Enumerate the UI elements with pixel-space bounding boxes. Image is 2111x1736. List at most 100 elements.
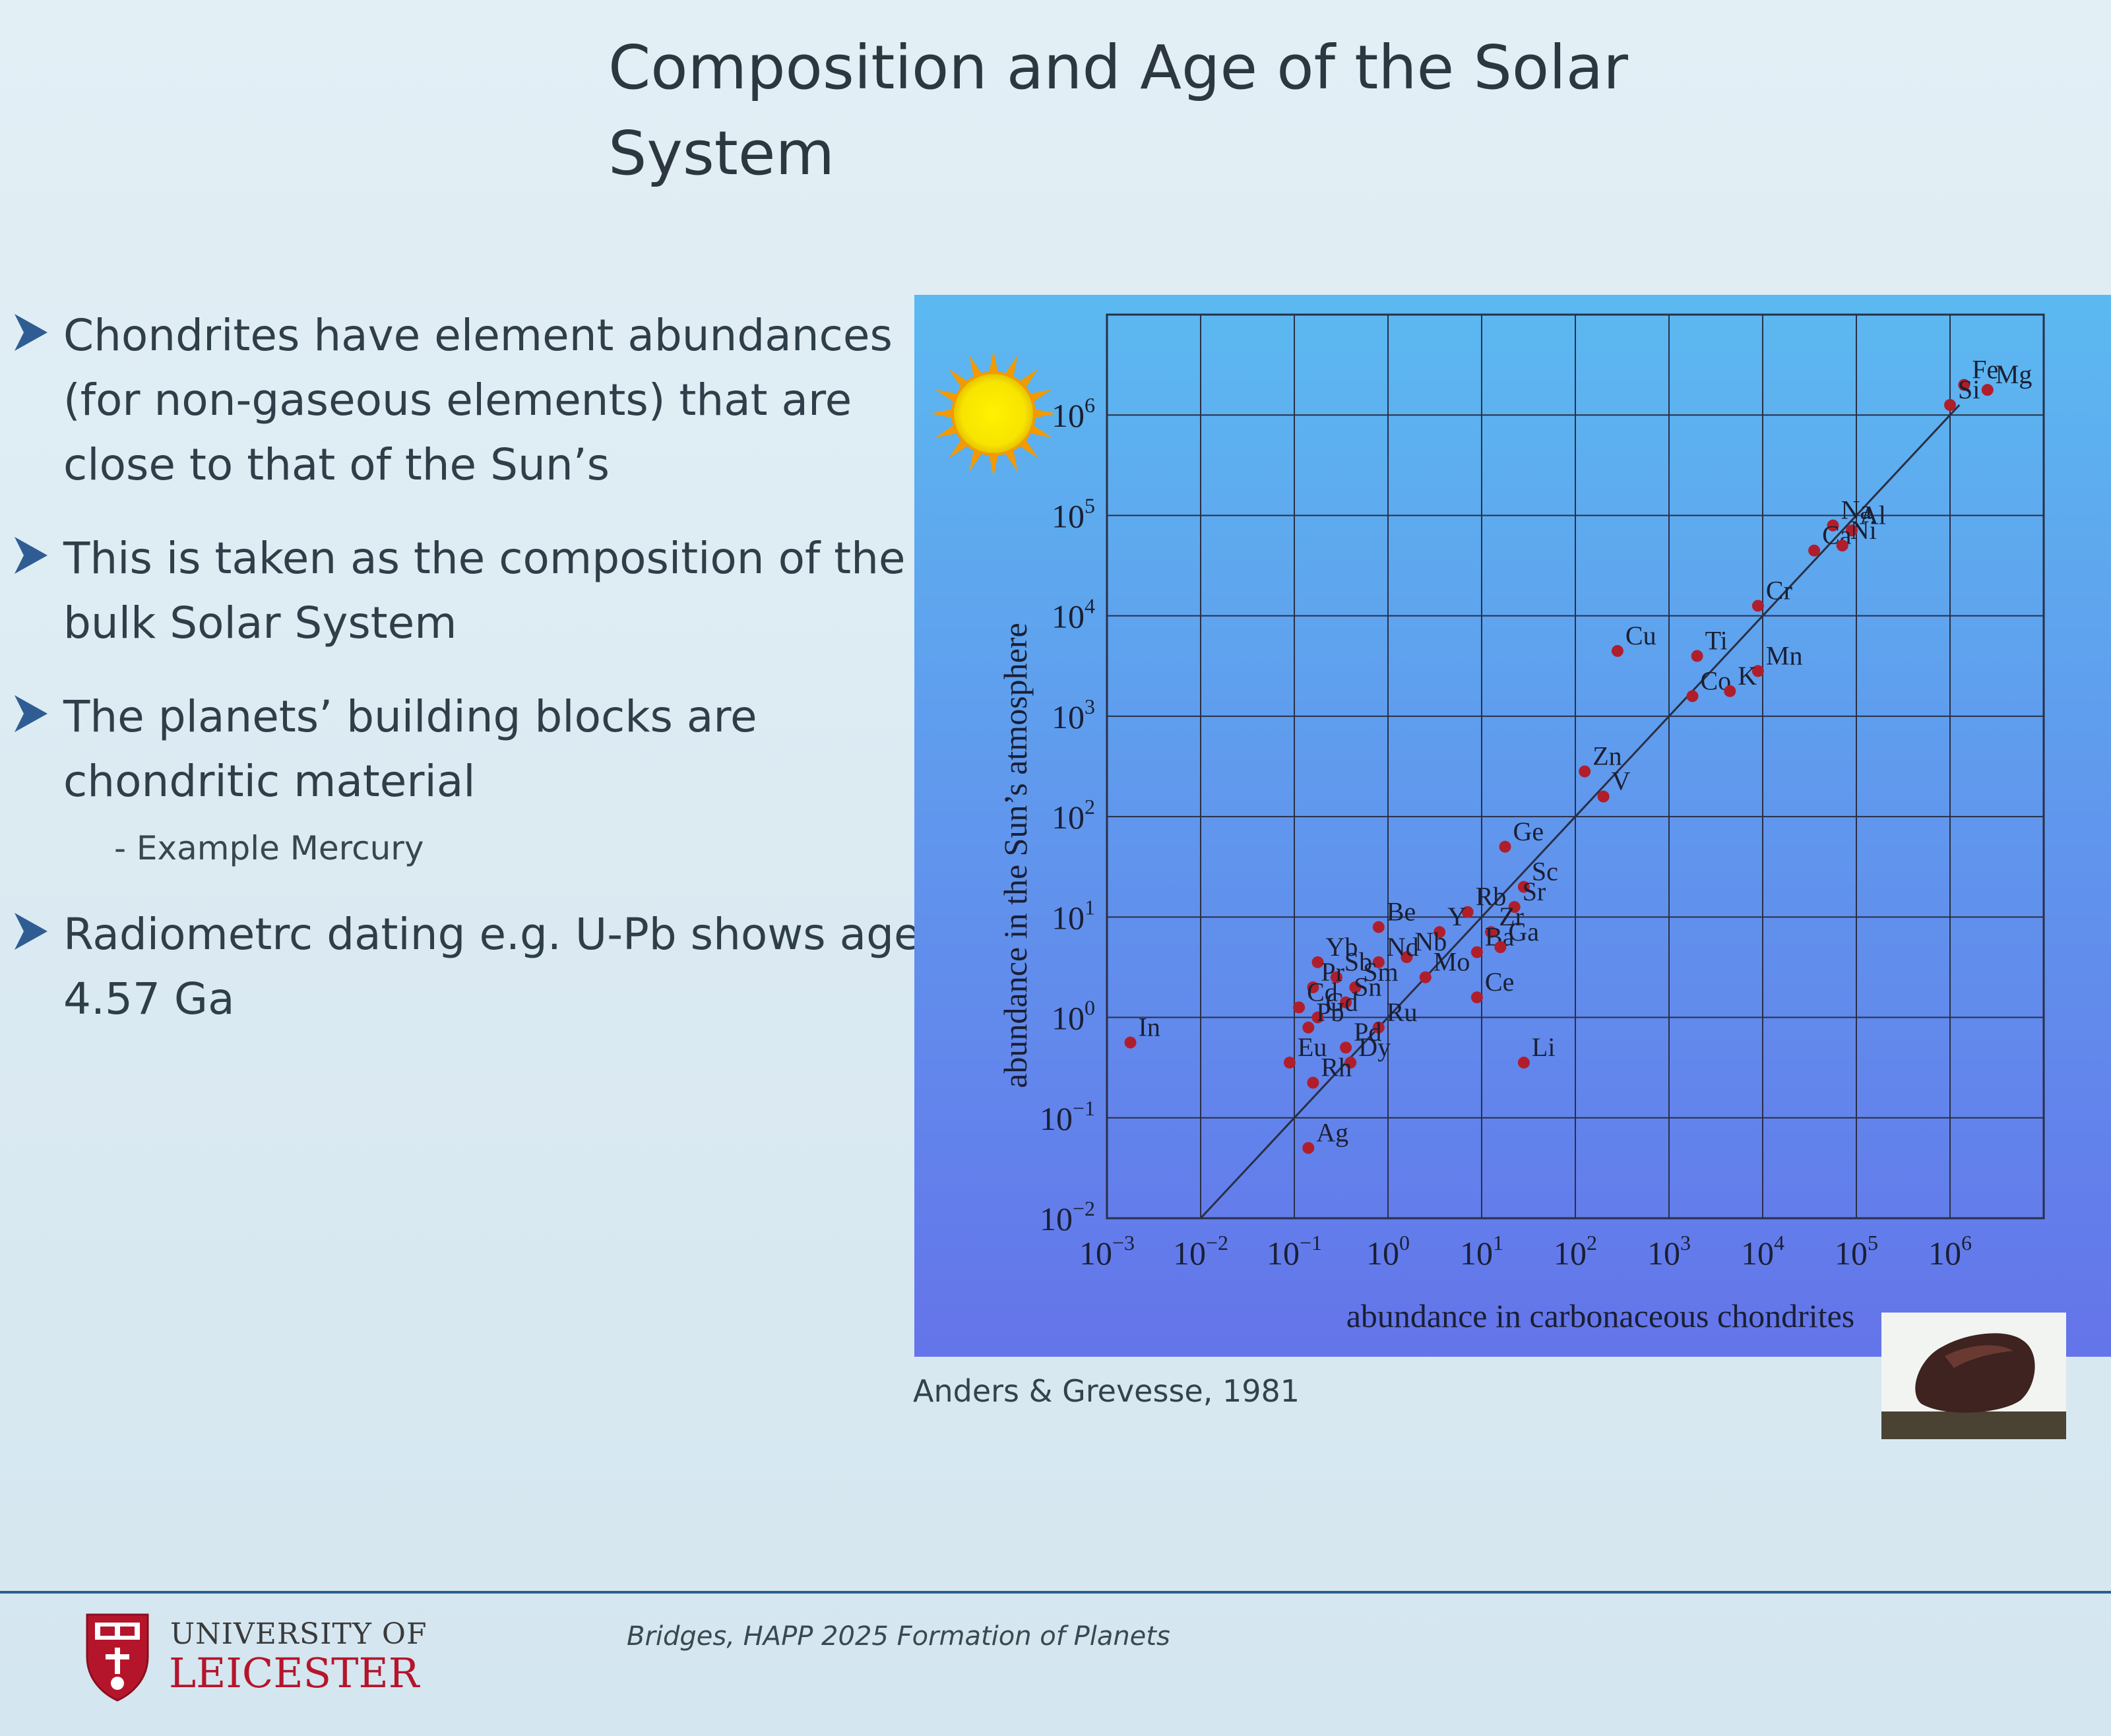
sun-ray xyxy=(935,424,959,438)
arrow-bullet-icon xyxy=(15,695,47,732)
point-label-rb: Rb xyxy=(1476,882,1507,912)
data-point-k xyxy=(1724,685,1736,697)
point-label-gd: Gd xyxy=(1326,987,1358,1017)
sun-ray xyxy=(1004,448,1018,472)
data-point-zr xyxy=(1485,926,1497,939)
point-label-pr: Pr xyxy=(1321,957,1344,987)
point-label-na: Na xyxy=(1841,495,1872,525)
sun-ray xyxy=(988,452,999,477)
data-point-rh xyxy=(1307,1076,1319,1089)
x-tick-label: 103 xyxy=(1647,1231,1691,1272)
x-tick-label: 102 xyxy=(1554,1231,1597,1272)
y-tick-label: 106 xyxy=(1052,393,1095,434)
data-point-yb xyxy=(1311,956,1324,968)
slide-title: Composition and Age of the Solar System xyxy=(608,25,1664,197)
point-label-ru: Ru xyxy=(1387,997,1418,1027)
bullet-list: Chondrites have element abundances (for … xyxy=(12,303,922,1061)
chart-grid xyxy=(1106,313,2045,1220)
reference-line xyxy=(1199,404,1961,1220)
data-point-mg xyxy=(1981,384,1994,396)
point-label-mo: Mo xyxy=(1434,947,1470,977)
data-point-ti xyxy=(1691,650,1703,662)
sun-ray xyxy=(969,448,983,472)
point-label-pb: Pb xyxy=(1316,997,1344,1027)
data-point-cd xyxy=(1293,1001,1306,1014)
meteorite-image xyxy=(1881,1313,2066,1439)
y-tick-label: 105 xyxy=(1052,493,1095,534)
point-label-k: K xyxy=(1738,661,1757,691)
point-label-be: Be xyxy=(1387,897,1416,927)
point-label-cd: Cd xyxy=(1307,977,1338,1007)
university-logo: UNIVERSITY OF LEICESTER xyxy=(83,1611,492,1710)
data-point-sr xyxy=(1508,901,1521,914)
data-point-eu xyxy=(1283,1057,1296,1069)
data-point-ce xyxy=(1470,991,1483,1004)
y-tick-label: 10−2 xyxy=(1040,1196,1095,1237)
y-tick-label: 101 xyxy=(1052,895,1095,936)
point-label-mg: Mg xyxy=(1996,359,2032,389)
sun-ray xyxy=(930,408,955,419)
chart-ticks: 10−3 10−2 10−1 100 101 102 103 104 105 10610−210−… xyxy=(1040,393,1972,1272)
point-label-cu: Cu xyxy=(1625,621,1656,650)
data-point-ge xyxy=(1499,840,1511,853)
bullet-text: Chondrites have element abundances (for … xyxy=(63,310,893,490)
data-point-pr xyxy=(1307,981,1319,993)
arrow-bullet-icon xyxy=(15,913,47,950)
bullet-item: The planets’ building blocks are chondri… xyxy=(12,685,922,814)
university-crest-icon xyxy=(86,1613,149,1702)
data-point-al xyxy=(1845,524,1858,537)
data-point-in xyxy=(1124,1036,1137,1049)
data-point-na xyxy=(1827,519,1839,532)
y-tick-label: 10−1 xyxy=(1040,1096,1095,1137)
data-point-sn xyxy=(1340,996,1352,1008)
abundance-chart: abundance in carbonaceous chondrites abu… xyxy=(914,295,2111,1357)
data-point-sb xyxy=(1330,971,1342,983)
sun-ray xyxy=(1028,424,1052,438)
point-label-ge: Ge xyxy=(1513,817,1544,846)
point-label-si: Si xyxy=(1958,375,1980,404)
sun-ray xyxy=(1004,355,1018,379)
sub-bullet: - Example Mercury xyxy=(114,829,424,867)
point-label-yb: Yb xyxy=(1326,932,1358,962)
point-label-eu: Eu xyxy=(1298,1032,1327,1062)
y-tick-label: 100 xyxy=(1052,996,1095,1037)
point-label-pd: Pd xyxy=(1354,1017,1381,1047)
bullet-text: Radiometrc dating e.g. U-Pb shows age 4.… xyxy=(63,909,921,1024)
data-point-ca xyxy=(1808,544,1821,557)
point-label-zr: Zr xyxy=(1499,902,1524,931)
data-point-rb xyxy=(1461,906,1474,918)
point-label-cr: Cr xyxy=(1766,575,1792,605)
data-point-ga xyxy=(1494,941,1507,953)
x-tick-label: 10−3 xyxy=(1079,1231,1135,1272)
data-point-dy xyxy=(1344,1057,1357,1069)
sun-ray xyxy=(969,355,983,379)
sun-ray xyxy=(1028,389,1052,403)
x-tick-label: 10−2 xyxy=(1173,1231,1228,1272)
data-point-sc xyxy=(1517,881,1530,893)
data-point-ag xyxy=(1302,1142,1315,1154)
point-label-ni: Ni xyxy=(1850,515,1877,545)
bullet-item: Radiometrc dating e.g. U-Pb shows age 4.… xyxy=(12,902,922,1032)
one-to-one-line xyxy=(1199,404,1961,1220)
data-point-mo xyxy=(1419,971,1432,983)
data-point-si xyxy=(1944,399,1956,411)
data-point-pd xyxy=(1340,1041,1352,1054)
sun-ray xyxy=(935,389,959,403)
data-point-co xyxy=(1686,690,1699,702)
university-name-line-1: UNIVERSITY OF xyxy=(170,1617,427,1651)
arrow-bullet-icon xyxy=(15,537,47,574)
data-point-cr xyxy=(1751,600,1764,612)
x-tick-label: 10−1 xyxy=(1267,1231,1322,1272)
sun-disc xyxy=(954,374,1033,453)
x-tick-label: 100 xyxy=(1366,1231,1410,1272)
footer-note: Bridges, HAPP 2025 Formation of Planets xyxy=(627,1621,1170,1652)
arrow-bullet-icon xyxy=(15,314,47,351)
point-label-sn: Sn xyxy=(1354,972,1381,1002)
x-tick-label: 101 xyxy=(1460,1231,1503,1272)
sun-ray xyxy=(988,350,999,375)
point-label-al: Al xyxy=(1860,500,1886,530)
data-point-pb xyxy=(1302,1021,1315,1034)
slide-title-line-1: Composition and Age of the Solar xyxy=(608,32,1628,103)
point-label-rh: Rh xyxy=(1321,1053,1352,1082)
